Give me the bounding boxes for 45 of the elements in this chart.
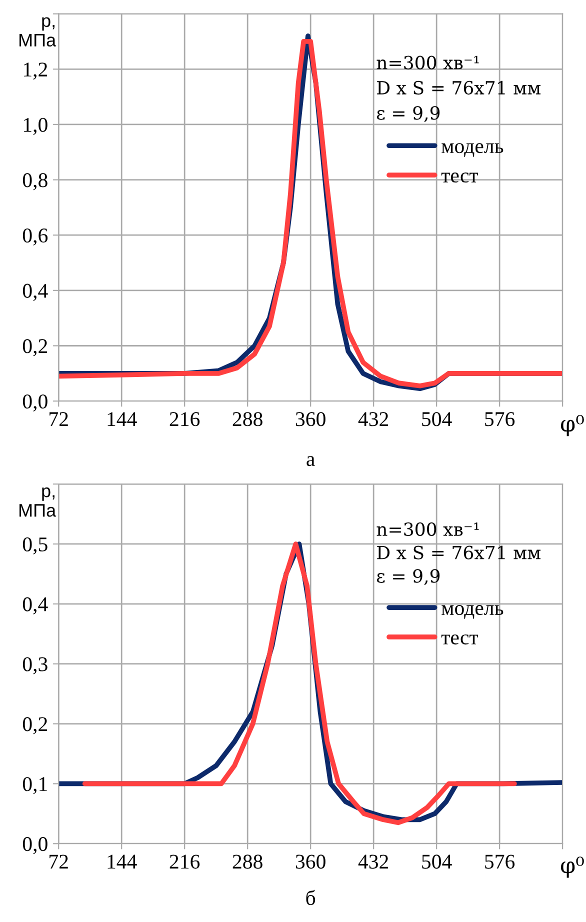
- y-tick-label: 0,2: [22, 717, 48, 734]
- x-tick-label: 576: [485, 854, 515, 869]
- annotation: ε = 9,9: [376, 569, 440, 585]
- y-tick-label: 0,2: [22, 339, 48, 356]
- x-tick-label: 72: [50, 854, 68, 869]
- y-axis-title: p, МПа: [20, 17, 56, 47]
- y-tick-label: 0,3: [22, 657, 48, 674]
- x-axis-title: φ⁰: [561, 415, 584, 436]
- x-tick-label: 216: [170, 854, 200, 869]
- y-tick-label: 0,4: [22, 284, 48, 301]
- x-tick-label: 144: [108, 854, 137, 869]
- y-tick-label: 0,4: [22, 597, 48, 614]
- annotation: D x S = 76x71 мм: [377, 80, 541, 95]
- annotation: n=300 хв⁻¹: [376, 522, 479, 536]
- text: б: [306, 890, 316, 906]
- y-tick-label: 0,0: [22, 394, 48, 412]
- annotation: ε = 9,9: [376, 106, 440, 122]
- y-axis-title: p, МПа: [20, 487, 56, 517]
- x-tick-label: 360: [296, 854, 326, 869]
- y-tick-label: 0,1: [22, 777, 47, 794]
- x-tick-label: 216: [170, 412, 200, 426]
- x-tick-label: 72: [50, 412, 68, 426]
- y-tick-label: 1,0: [24, 118, 48, 135]
- x-tick-label: 432: [358, 412, 388, 426]
- x-tick-label: 288: [232, 854, 262, 869]
- x-tick-label: 144: [108, 412, 137, 426]
- text: а: [306, 456, 315, 466]
- legend-label: модель: [442, 605, 504, 619]
- y-tick-label: 1,2: [24, 62, 48, 80]
- x-axis-title: φ⁰: [561, 856, 584, 878]
- x-tick-label: 432: [358, 854, 388, 869]
- y-tick-label: 0,5: [22, 537, 48, 554]
- x-tick-label: 504: [422, 854, 452, 869]
- annotation: D x S = 76x71 мм: [377, 546, 541, 560]
- x-tick-label: 504: [422, 412, 452, 426]
- x-tick-label: 288: [232, 412, 262, 426]
- y-tick-label: 0,0: [22, 837, 48, 854]
- x-tick-label: 576: [485, 412, 515, 426]
- x-tick-label: 360: [296, 412, 326, 426]
- y-tick-label: 0,6: [22, 228, 48, 246]
- legend-label: тест: [441, 634, 478, 644]
- legend-label: тест: [441, 172, 478, 183]
- legend-label: модель: [442, 143, 504, 157]
- annotation: n=300 хв⁻¹: [376, 56, 479, 70]
- y-tick-label: 0,8: [22, 173, 48, 190]
